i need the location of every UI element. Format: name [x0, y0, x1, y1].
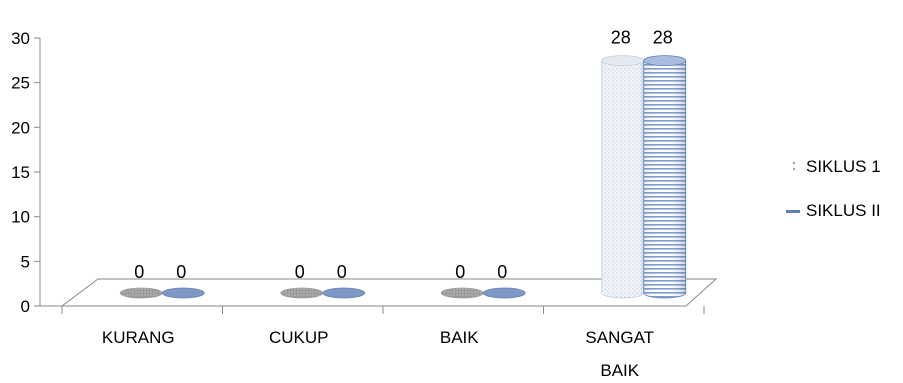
bar-siklus-ii-sangat-baik	[643, 55, 687, 299]
data-label: 0	[455, 262, 465, 282]
bar-siklus-ii-cukup	[322, 287, 366, 299]
legend-swatch	[786, 210, 800, 213]
y-tick-label: 10	[11, 208, 30, 227]
bar-siklus-1-baik	[440, 287, 484, 299]
x-tick-label: SANGAT BAIK	[585, 328, 654, 380]
y-tick-label: 30	[11, 29, 30, 48]
data-label: 0	[176, 262, 186, 282]
data-label: 0	[337, 262, 347, 282]
data-label: 0	[134, 262, 144, 282]
chart-floor	[60, 278, 718, 307]
bar-siklus-ii-kurang	[161, 287, 205, 299]
data-label: 28	[653, 28, 673, 48]
y-tick-label: 20	[11, 118, 30, 137]
bar-siklus-1-sangat-baik	[601, 55, 645, 299]
y-tick-label: 0	[21, 297, 30, 316]
x-tick-label: BAIK	[440, 328, 479, 347]
data-label: 28	[611, 28, 631, 48]
bar-siklus-ii-baik	[482, 287, 526, 299]
y-tick-label: 25	[11, 74, 30, 93]
legend-label: SIKLUS II	[806, 201, 881, 220]
legend-item-siklus-1: SIKLUS 1	[792, 157, 881, 176]
x-tick-label: KURANG	[102, 328, 175, 347]
legend-swatch	[792, 161, 796, 165]
data-label: 0	[295, 262, 305, 282]
data-label: 0	[497, 262, 507, 282]
legend-item-siklus-ii: SIKLUS II	[786, 201, 881, 220]
x-tick-label: CUKUP	[269, 328, 329, 347]
y-tick-label: 5	[21, 252, 30, 271]
legend-label: SIKLUS 1	[806, 157, 881, 176]
bar-siklus-1-cukup	[280, 287, 324, 299]
bar-siklus-1-kurang	[119, 287, 163, 299]
y-tick-label: 15	[11, 163, 30, 182]
